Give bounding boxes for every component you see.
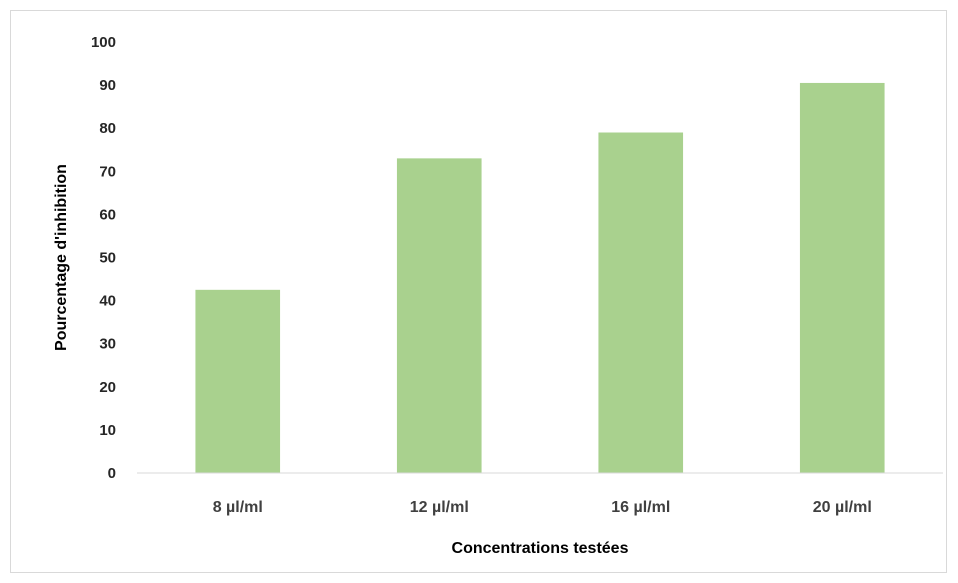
bar: [799, 82, 885, 473]
x-tick-label: 12 µl/ml: [410, 499, 469, 516]
y-tick-label: 70: [99, 163, 116, 180]
y-tick-label: 0: [108, 465, 116, 482]
y-tick-label: 60: [99, 206, 116, 223]
x-tick-label: 16 µl/ml: [611, 499, 670, 516]
y-axis-ticks: 0 10 20 30 40 50 60 70 80 90 100: [91, 34, 116, 482]
bar: [396, 158, 482, 473]
x-tick-label: 8 µl/ml: [213, 499, 263, 516]
y-tick-label: 80: [99, 120, 116, 137]
bar: [598, 132, 684, 473]
y-axis-title: Pourcentage d'inhibition: [53, 164, 70, 351]
y-tick-label: 30: [99, 336, 116, 353]
bar: [195, 289, 281, 473]
bars: [195, 82, 885, 473]
x-axis-title: Concentrations testées: [452, 540, 629, 557]
y-tick-label: 90: [99, 77, 116, 94]
y-tick-label: 10: [99, 422, 116, 439]
x-tick-label: 20 µl/ml: [813, 499, 872, 516]
y-tick-label: 40: [99, 293, 116, 310]
y-tick-label: 100: [91, 34, 116, 51]
y-tick-label: 20: [99, 379, 116, 396]
y-tick-label: 50: [99, 250, 116, 267]
x-axis-labels: 8 µl/ml 12 µl/ml 16 µl/ml 20 µl/ml: [213, 499, 872, 516]
